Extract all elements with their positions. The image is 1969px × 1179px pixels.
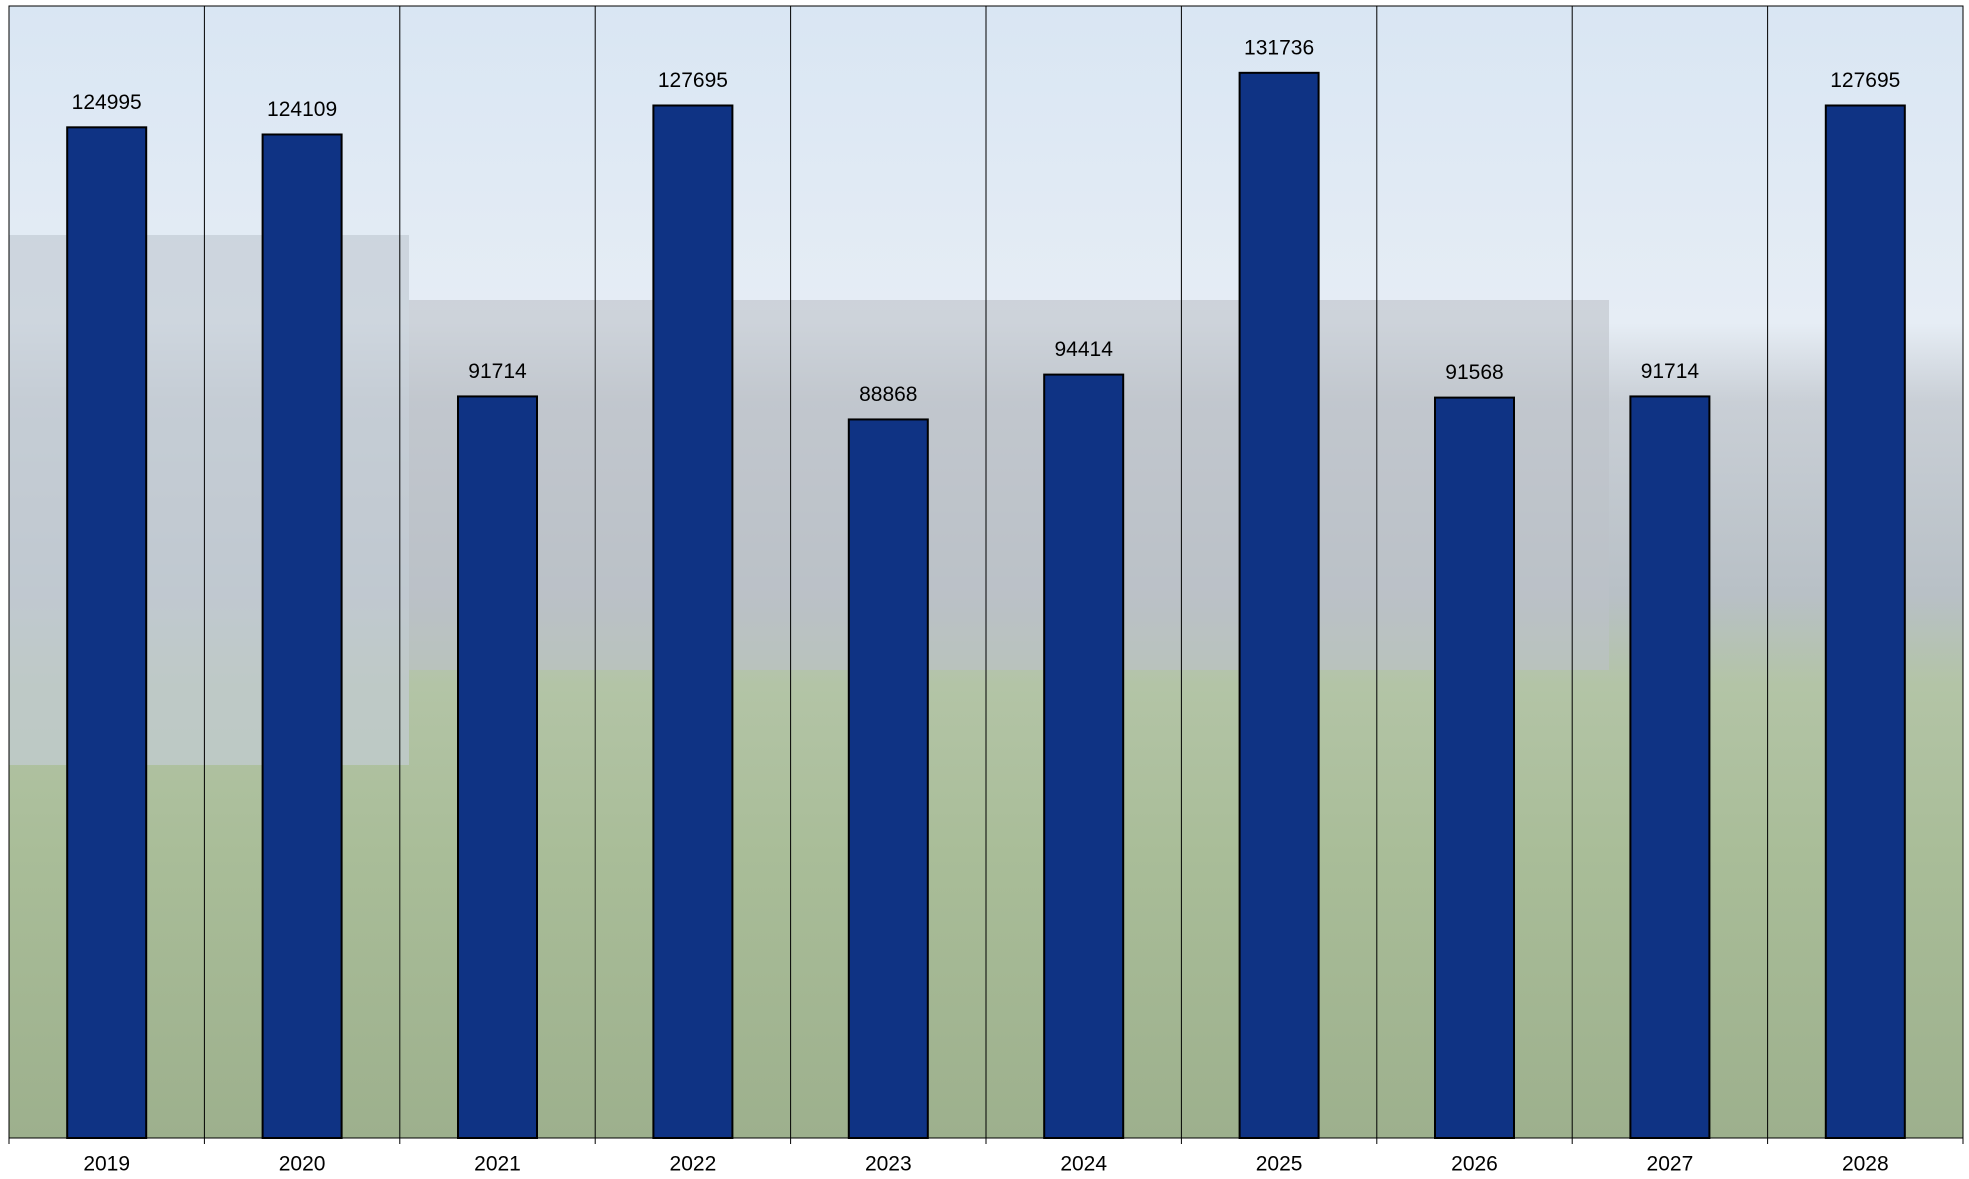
bar [66, 126, 148, 1139]
bar [1434, 396, 1515, 1139]
bar [1043, 373, 1125, 1139]
value-label: 91714 [468, 360, 527, 383]
bar [652, 104, 734, 1139]
bar [847, 418, 929, 1140]
x-tick-label: 2021 [474, 1153, 521, 1176]
x-tick-label: 2023 [865, 1153, 912, 1176]
value-label: 127695 [658, 69, 728, 92]
bar [1238, 71, 1320, 1140]
x-tick-label: 2028 [1842, 1153, 1889, 1176]
value-label: 94414 [1054, 338, 1113, 361]
x-tick-label: 2022 [670, 1153, 717, 1176]
x-tick-label: 2027 [1647, 1153, 1694, 1176]
value-label: 91714 [1641, 360, 1700, 383]
bar [457, 395, 538, 1139]
bar [1824, 104, 1906, 1139]
value-label: 127695 [1830, 69, 1900, 92]
value-label: 88868 [859, 383, 917, 406]
value-label: 91568 [1445, 361, 1503, 384]
x-tick-label: 2019 [83, 1153, 130, 1176]
x-tick-label: 2025 [1256, 1153, 1303, 1176]
value-label: 124109 [267, 98, 337, 121]
background-building [409, 300, 1609, 670]
x-tick-label: 2024 [1060, 1153, 1107, 1176]
value-label: 131736 [1244, 36, 1314, 59]
bar [261, 133, 343, 1139]
x-tick-label: 2020 [279, 1153, 326, 1176]
x-tick-label: 2026 [1451, 1153, 1498, 1176]
value-label: 124995 [72, 91, 142, 114]
bar [1629, 395, 1711, 1139]
